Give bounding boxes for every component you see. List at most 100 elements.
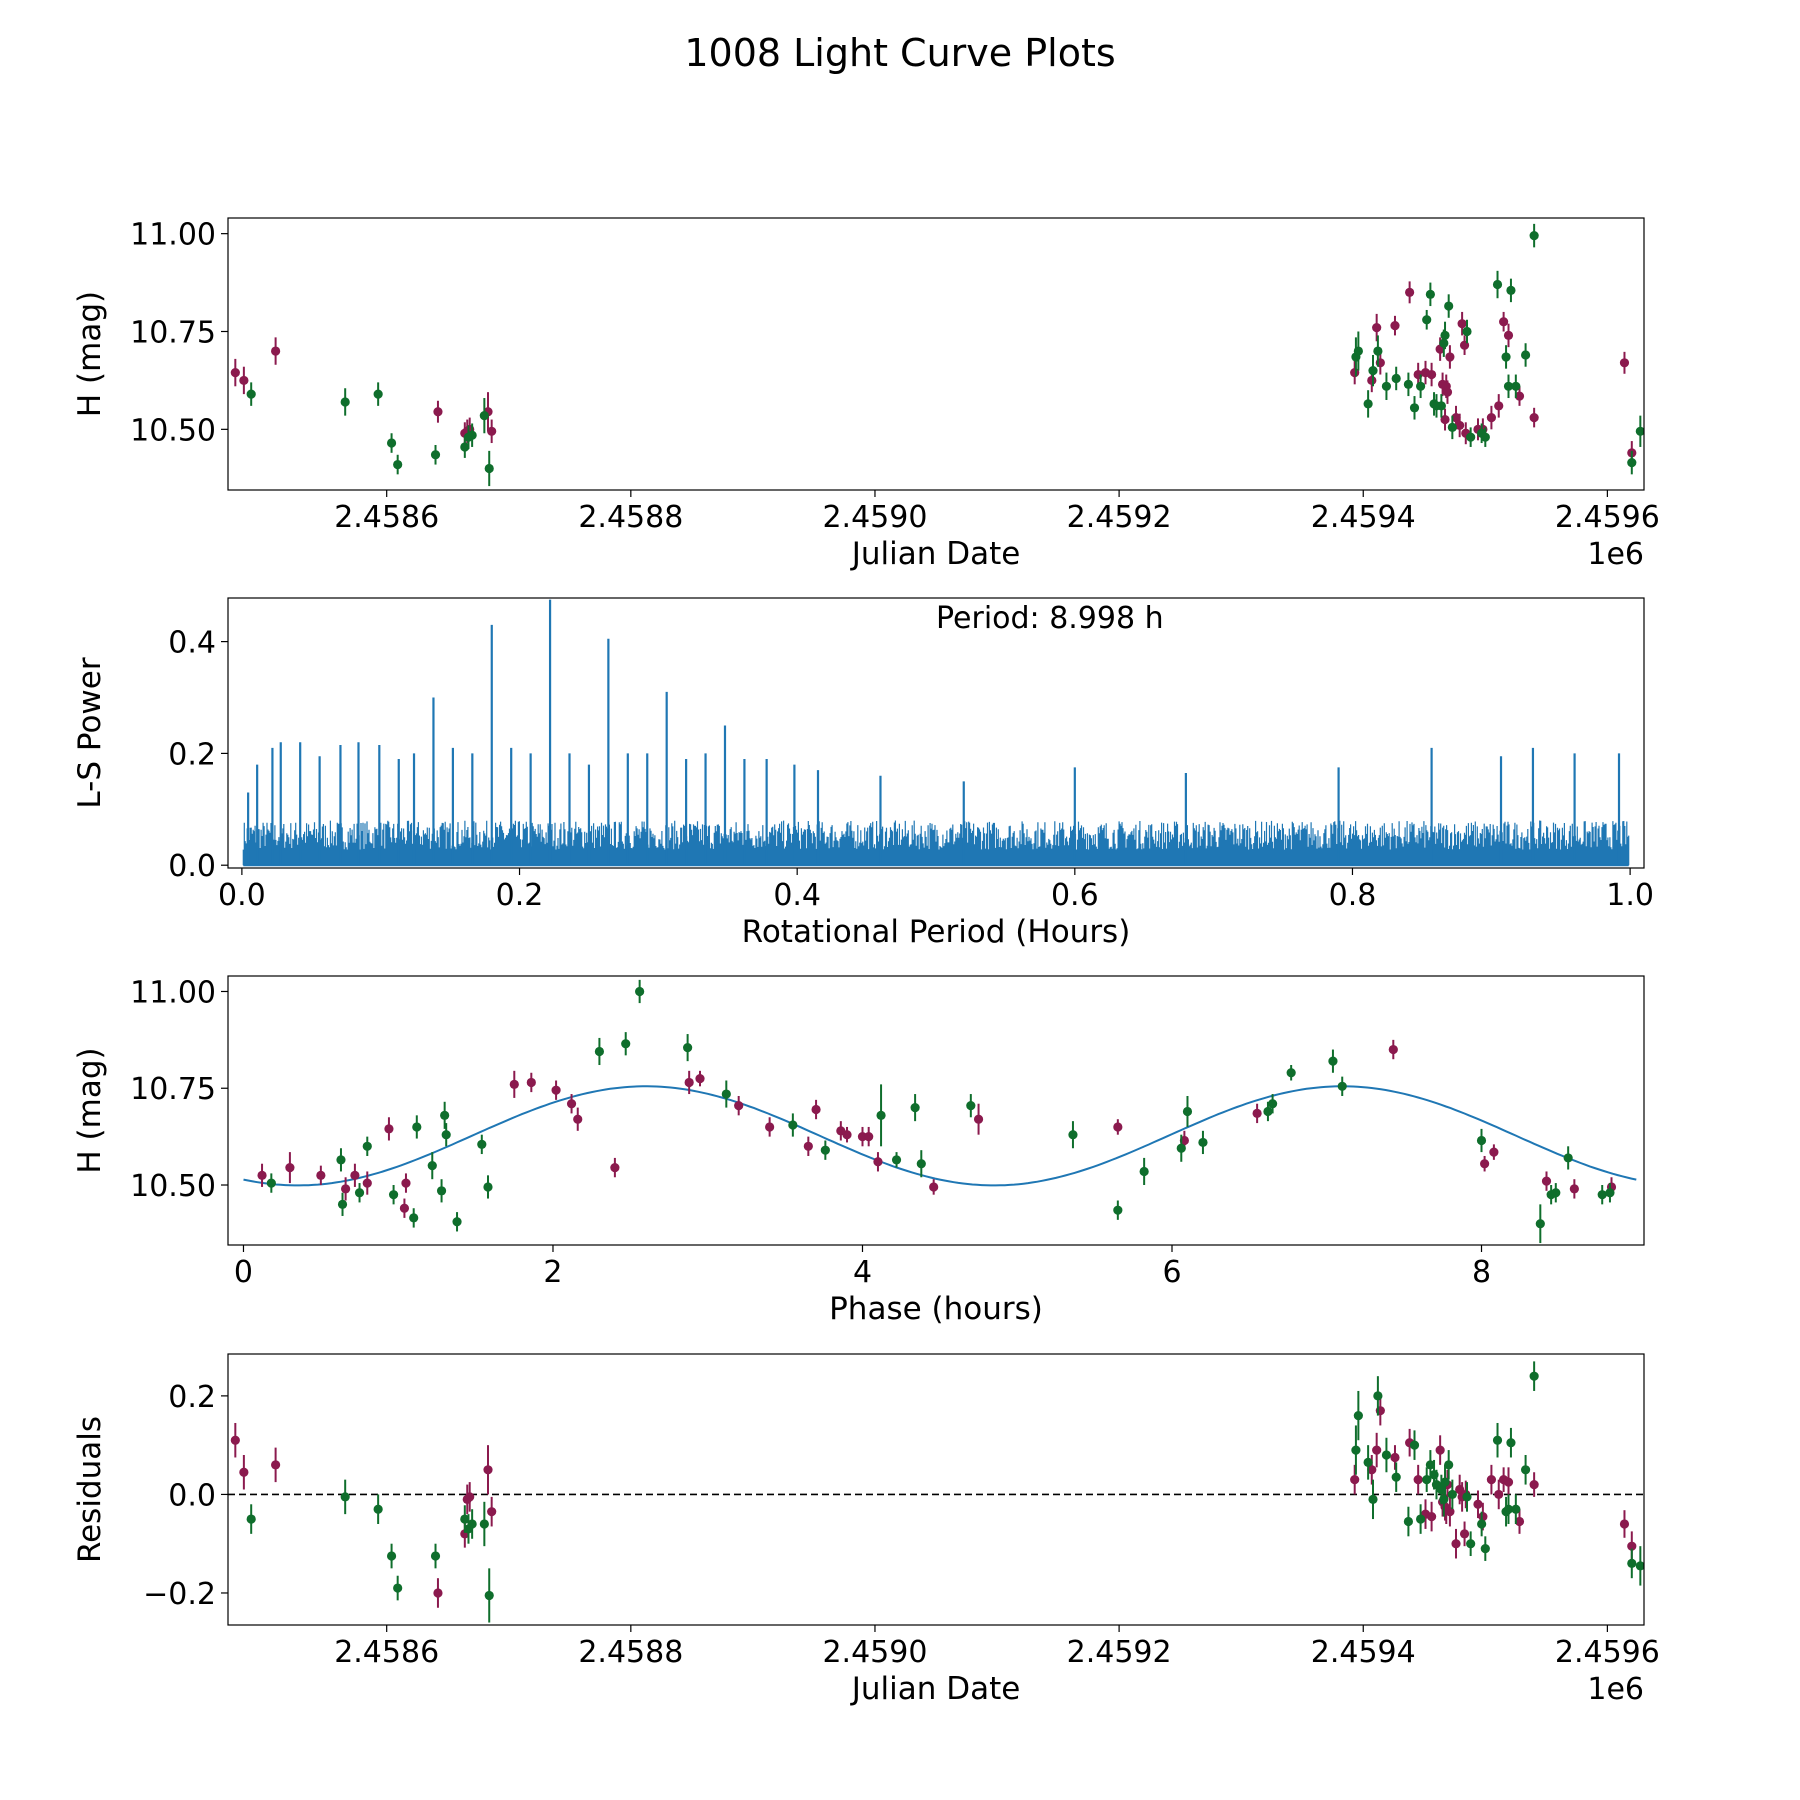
green-data-point — [1597, 1190, 1607, 1200]
green-data-point — [1627, 1558, 1637, 1569]
green-data-point — [1439, 338, 1449, 348]
red-data-point — [433, 1588, 443, 1598]
green-data-point — [1466, 432, 1476, 442]
green-data-point — [1363, 399, 1373, 409]
green-data-point — [1440, 330, 1450, 341]
green-data-point — [1368, 1494, 1378, 1504]
green-data-point — [1263, 1106, 1273, 1117]
green-data-point — [479, 1519, 489, 1529]
green-data-point — [1501, 352, 1511, 362]
green-data-point — [820, 1145, 830, 1155]
y-tick-label: −0.2 — [143, 1577, 216, 1612]
x-tick-label: 8 — [1472, 1255, 1491, 1290]
green-data-point — [1416, 381, 1426, 391]
x-axis-label: Julian Date — [850, 536, 1021, 572]
red-data-point — [1514, 391, 1525, 401]
green-data-point — [916, 1159, 926, 1169]
green-data-point — [788, 1120, 798, 1130]
green-data-point — [440, 1110, 450, 1120]
green-data-point — [1286, 1068, 1296, 1078]
green-data-point — [1529, 1371, 1539, 1381]
green-data-point — [1480, 1544, 1490, 1554]
green-data-point — [430, 450, 441, 460]
red-data-point — [1486, 1475, 1497, 1485]
green-data-point — [373, 1504, 383, 1514]
light-curve-plot-area — [230, 223, 1644, 487]
green-data-point — [393, 1583, 403, 1593]
green-data-point — [1328, 1056, 1338, 1066]
red-data-point — [1372, 1445, 1382, 1455]
red-data-point — [316, 1170, 326, 1180]
x-axis-label: Julian Date — [850, 1671, 1021, 1707]
green-data-point — [1506, 285, 1516, 296]
y-tick-label: 0.0 — [168, 1478, 216, 1513]
red-data-point — [1486, 412, 1497, 423]
red-data-point — [1459, 1529, 1470, 1539]
x-tick-label: 2.4590 — [822, 500, 927, 535]
red-data-point — [239, 1467, 249, 1477]
red-data-point — [1367, 1465, 1377, 1475]
red-data-point — [1478, 1512, 1488, 1522]
green-data-point — [1409, 403, 1420, 413]
green-data-point — [1476, 1135, 1487, 1146]
green-data-point — [386, 1551, 397, 1561]
green-data-point — [621, 1039, 631, 1049]
green-data-point — [1520, 350, 1531, 360]
x-tick-label: 2.4592 — [1067, 1635, 1172, 1670]
x-tick-label: 2.4588 — [578, 1635, 683, 1670]
y-tick-label: 0.4 — [168, 626, 216, 661]
x-tick-label: 2 — [543, 1255, 562, 1290]
green-data-point — [386, 438, 397, 448]
y-axis-label: L-S Power — [72, 657, 108, 808]
x-offset-label: 1e6 — [1587, 537, 1644, 572]
red-data-point — [684, 1077, 694, 1088]
x-axis-label: Rotational Period (Hours) — [742, 914, 1131, 950]
green-data-point — [1381, 1450, 1392, 1460]
green-data-point — [467, 1519, 477, 1529]
green-data-point — [460, 1514, 470, 1524]
red-data-point — [842, 1130, 852, 1140]
y-axis-label: H (mag) — [72, 291, 108, 417]
red-data-point — [1451, 1539, 1461, 1549]
green-data-point — [1416, 1514, 1426, 1524]
red-data-point — [864, 1132, 874, 1142]
x-tick-label: 0 — [234, 1255, 253, 1290]
green-data-point — [336, 1155, 346, 1165]
y-tick-label: 11.00 — [130, 218, 216, 253]
x-tick-label: 2.4594 — [1311, 1635, 1416, 1670]
red-data-point — [384, 1124, 394, 1134]
y-tick-label: 0.2 — [168, 737, 216, 772]
x-tick-label: 2.4590 — [822, 1635, 927, 1670]
green-data-point — [1113, 1205, 1123, 1215]
y-tick-label: 0.0 — [168, 849, 216, 884]
x-tick-label: 0.6 — [1051, 878, 1099, 913]
green-data-point — [1176, 1143, 1186, 1153]
red-data-point — [811, 1104, 821, 1115]
green-data-point — [1409, 1440, 1420, 1450]
red-data-point — [1451, 412, 1461, 423]
green-data-point — [1351, 1445, 1361, 1455]
green-data-point — [479, 411, 489, 421]
red-data-point — [341, 1184, 351, 1194]
y-tick-label: 10.50 — [130, 413, 216, 448]
green-data-point — [1462, 1492, 1472, 1502]
green-data-point — [891, 1155, 902, 1165]
red-data-point — [433, 407, 443, 417]
x-tick-label: 2.4596 — [1555, 1635, 1660, 1670]
green-data-point — [1503, 381, 1514, 391]
green-data-point — [460, 442, 470, 452]
green-data-point — [412, 1122, 422, 1132]
green-data-point — [430, 1551, 441, 1561]
red-data-point — [1440, 414, 1450, 425]
red-data-point — [1529, 1479, 1539, 1490]
green-data-point — [1635, 1561, 1644, 1571]
red-data-point — [1494, 1489, 1504, 1500]
green-data-point — [910, 1102, 920, 1113]
y-tick-label: 0.2 — [168, 1380, 216, 1415]
red-data-point — [399, 1203, 410, 1213]
y-axis-label: H (mag) — [72, 1047, 108, 1173]
red-data-point — [734, 1101, 744, 1111]
green-data-point — [477, 1139, 487, 1149]
green-data-point — [1563, 1153, 1573, 1163]
green-data-point — [427, 1161, 437, 1171]
